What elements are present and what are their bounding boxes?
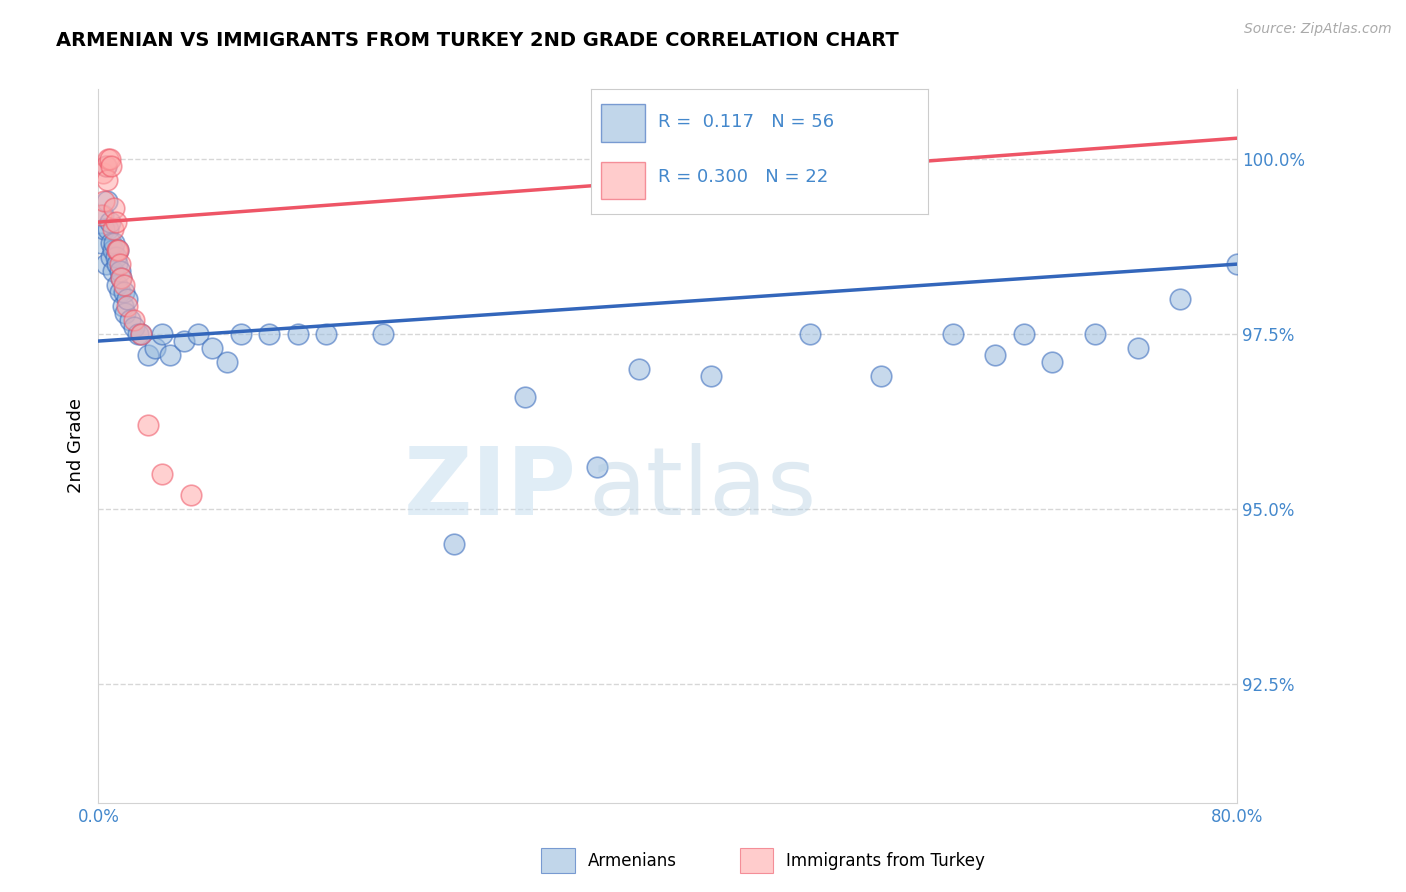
Point — [97, 152, 120, 166]
Point — [585, 460, 607, 475]
Point — [287, 327, 309, 342]
Point — [108, 257, 131, 271]
Point — [93, 222, 115, 236]
FancyBboxPatch shape — [600, 161, 644, 199]
Point — [628, 362, 651, 376]
Point — [173, 334, 195, 348]
Point — [107, 243, 129, 257]
Point — [105, 257, 128, 271]
Point — [103, 201, 125, 215]
Point — [127, 327, 149, 342]
Point — [315, 327, 337, 342]
Point — [104, 215, 127, 229]
Point — [215, 355, 238, 369]
Point — [159, 348, 181, 362]
Point — [94, 159, 117, 173]
Point — [136, 348, 159, 362]
Point — [105, 243, 128, 257]
Point — [112, 278, 135, 293]
Point — [98, 152, 121, 166]
Y-axis label: 2nd Grade: 2nd Grade — [66, 399, 84, 493]
Point — [110, 271, 132, 285]
Point — [699, 369, 721, 384]
Point — [111, 299, 134, 313]
Point — [1170, 292, 1192, 306]
Point — [110, 271, 132, 285]
Point — [90, 208, 112, 222]
Point — [129, 327, 152, 342]
Text: R =  0.117   N = 56: R = 0.117 N = 56 — [658, 113, 834, 131]
Point — [114, 306, 136, 320]
Point — [115, 292, 138, 306]
Point — [101, 243, 124, 257]
Point — [90, 236, 112, 251]
Point — [1126, 341, 1149, 355]
Point — [984, 348, 1007, 362]
Point — [1226, 257, 1249, 271]
Point — [108, 264, 131, 278]
Point — [115, 299, 138, 313]
Point — [515, 390, 537, 404]
Point — [91, 208, 114, 222]
Point — [100, 159, 122, 173]
Text: ZIP: ZIP — [404, 442, 576, 535]
Point — [201, 341, 224, 355]
Point — [94, 159, 117, 173]
Point — [870, 369, 893, 384]
Point — [1084, 327, 1107, 342]
Point — [136, 417, 159, 432]
Text: R = 0.300   N = 22: R = 0.300 N = 22 — [658, 169, 828, 186]
Point — [96, 173, 118, 187]
Text: Armenians: Armenians — [588, 852, 676, 870]
Point — [100, 250, 122, 264]
Point — [91, 166, 114, 180]
Point — [942, 327, 965, 342]
Point — [98, 215, 121, 229]
Point — [152, 467, 174, 481]
Point — [101, 264, 124, 278]
Point — [118, 313, 141, 327]
Point — [259, 327, 281, 342]
Point — [145, 341, 167, 355]
Point — [799, 327, 821, 342]
Text: ARMENIAN VS IMMIGRANTS FROM TURKEY 2ND GRADE CORRELATION CHART: ARMENIAN VS IMMIGRANTS FROM TURKEY 2ND G… — [56, 31, 898, 50]
Point — [229, 327, 252, 342]
Point — [97, 222, 120, 236]
Point — [180, 488, 202, 502]
Point — [96, 194, 118, 208]
Text: Source: ZipAtlas.com: Source: ZipAtlas.com — [1244, 22, 1392, 37]
Point — [101, 222, 124, 236]
Point — [1040, 355, 1063, 369]
Point — [152, 327, 174, 342]
Point — [103, 236, 125, 251]
Point — [129, 327, 152, 342]
Text: atlas: atlas — [588, 442, 817, 535]
Point — [122, 313, 145, 327]
FancyBboxPatch shape — [740, 848, 773, 873]
Point — [104, 250, 127, 264]
Point — [112, 285, 135, 299]
Point — [107, 243, 129, 257]
Point — [100, 236, 122, 251]
Point — [122, 320, 145, 334]
Point — [373, 327, 395, 342]
Point — [108, 285, 131, 299]
FancyBboxPatch shape — [541, 848, 575, 873]
Point — [187, 327, 209, 342]
Text: Immigrants from Turkey: Immigrants from Turkey — [786, 852, 984, 870]
Point — [93, 194, 115, 208]
FancyBboxPatch shape — [600, 104, 644, 142]
Point — [443, 537, 465, 551]
Point — [1012, 327, 1035, 342]
Point — [94, 257, 117, 271]
Point — [105, 278, 128, 293]
